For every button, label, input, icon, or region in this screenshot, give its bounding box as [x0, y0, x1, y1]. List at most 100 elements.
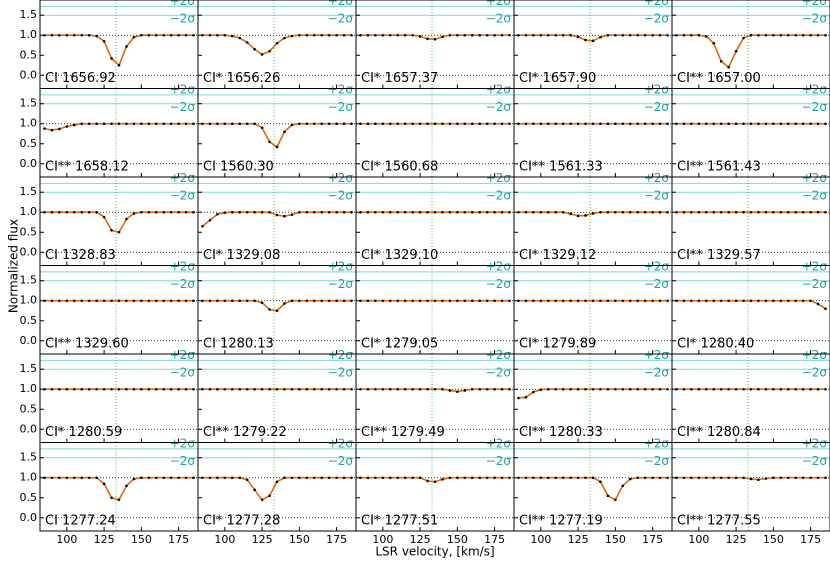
- sigma-label: +2σ: [802, 171, 828, 185]
- flux-point: [140, 33, 143, 37]
- sigma-label: +2σ: [486, 82, 512, 96]
- flux-point: [569, 212, 572, 216]
- flux-point: [50, 128, 54, 132]
- flux-point: [727, 122, 730, 126]
- flux-point: [403, 210, 407, 214]
- flux-point: [591, 122, 595, 126]
- flux-point: [569, 33, 572, 37]
- flux-point: [342, 122, 346, 126]
- flux-point: [485, 122, 489, 126]
- flux-point: [772, 299, 775, 303]
- flux-point: [275, 480, 279, 484]
- sigma-label: +2σ: [644, 348, 670, 362]
- flux-point: [704, 35, 708, 38]
- panel-label: CI** 1657.00: [677, 71, 761, 86]
- flux-point: [72, 210, 76, 214]
- sigma-label: +2σ: [644, 436, 670, 450]
- flux-point: [305, 299, 309, 303]
- fit-line: [44, 476, 194, 501]
- flux-point: [643, 33, 647, 37]
- panel-label: CI* 1329.12: [519, 248, 596, 263]
- flux-point: [606, 122, 610, 126]
- flux-point: [305, 122, 309, 126]
- flux-point: [712, 299, 716, 303]
- flux-point: [524, 476, 528, 480]
- flux-point: [772, 476, 775, 480]
- y-tick-label: 1.5: [20, 185, 38, 198]
- sigma-label: +2σ: [802, 0, 828, 8]
- flux-point: [396, 387, 400, 391]
- flux-point: [418, 387, 422, 391]
- y-tick-label: 0.0: [20, 511, 38, 524]
- flux-point: [110, 57, 113, 60]
- panel-label: CI* 1277.51: [361, 514, 438, 529]
- flux-point: [283, 302, 286, 305]
- flux-point: [824, 387, 827, 391]
- flux-point: [554, 33, 558, 37]
- flux-point: [87, 210, 91, 214]
- flux-point: [350, 33, 353, 37]
- flux-point: [569, 476, 572, 480]
- flux-point: [448, 33, 452, 37]
- fit-line: [518, 476, 668, 501]
- flux-point: [801, 210, 805, 214]
- flux-point: [245, 387, 249, 391]
- flux-point: [508, 387, 511, 391]
- flux-point: [125, 387, 128, 391]
- flux-point: [201, 387, 204, 391]
- flux-point: [72, 123, 76, 127]
- x-tick-label: 150: [605, 533, 626, 546]
- flux-point: [628, 387, 632, 391]
- x-tick-label: 150: [131, 533, 152, 546]
- sigma-label: −2σ: [328, 189, 354, 203]
- flux-point: [335, 299, 338, 303]
- flux-point: [80, 299, 84, 303]
- flux-point: [65, 210, 69, 214]
- flux-point: [117, 387, 121, 391]
- flux-point: [162, 33, 166, 37]
- flux-point: [749, 122, 753, 126]
- flux-point: [651, 210, 654, 214]
- flux-point: [50, 387, 54, 391]
- flux-point: [614, 387, 617, 391]
- flux-point: [169, 122, 173, 126]
- flux-point: [110, 496, 113, 500]
- panel: +2σ −2σ CI** 1657.00: [671, 0, 830, 89]
- flux-point: [606, 299, 610, 303]
- flux-point: [779, 476, 783, 480]
- flux-point: [253, 299, 256, 303]
- x-tick-label: 100: [530, 533, 551, 546]
- flux-point: [327, 33, 331, 37]
- flux-point: [290, 476, 294, 480]
- flux-point: [327, 122, 331, 126]
- flux-point: [208, 299, 212, 303]
- flux-point: [742, 387, 745, 391]
- panel: +2σ −2σ 100 125 150 175 CI* 1277.28: [197, 436, 357, 546]
- sigma-label: −2σ: [644, 12, 670, 26]
- flux-point: [727, 299, 730, 303]
- flux-point: [312, 210, 316, 214]
- flux-point: [786, 210, 790, 214]
- flux-point: [154, 122, 158, 126]
- flux-point: [366, 476, 370, 480]
- flux-point: [87, 387, 91, 391]
- x-tick-label: 150: [447, 533, 468, 546]
- flux-point: [614, 210, 617, 214]
- x-tick-label: 100: [372, 533, 393, 546]
- flux-point: [154, 387, 158, 391]
- flux-point: [253, 488, 256, 492]
- flux-point: [147, 299, 151, 303]
- panel-label: CI* 1279.05: [361, 337, 438, 352]
- flux-point: [162, 476, 166, 480]
- flux-point: [140, 299, 143, 303]
- panel: +2σ −2σ CI** 1279.49: [355, 348, 515, 443]
- flux-point: [426, 210, 429, 214]
- flux-point: [320, 210, 324, 214]
- flux-point: [230, 387, 234, 391]
- flux-point: [749, 477, 753, 481]
- flux-point: [463, 210, 467, 214]
- flux-point: [411, 476, 414, 480]
- flux-point: [50, 299, 54, 303]
- flux-point: [636, 299, 640, 303]
- flux-point: [704, 299, 708, 303]
